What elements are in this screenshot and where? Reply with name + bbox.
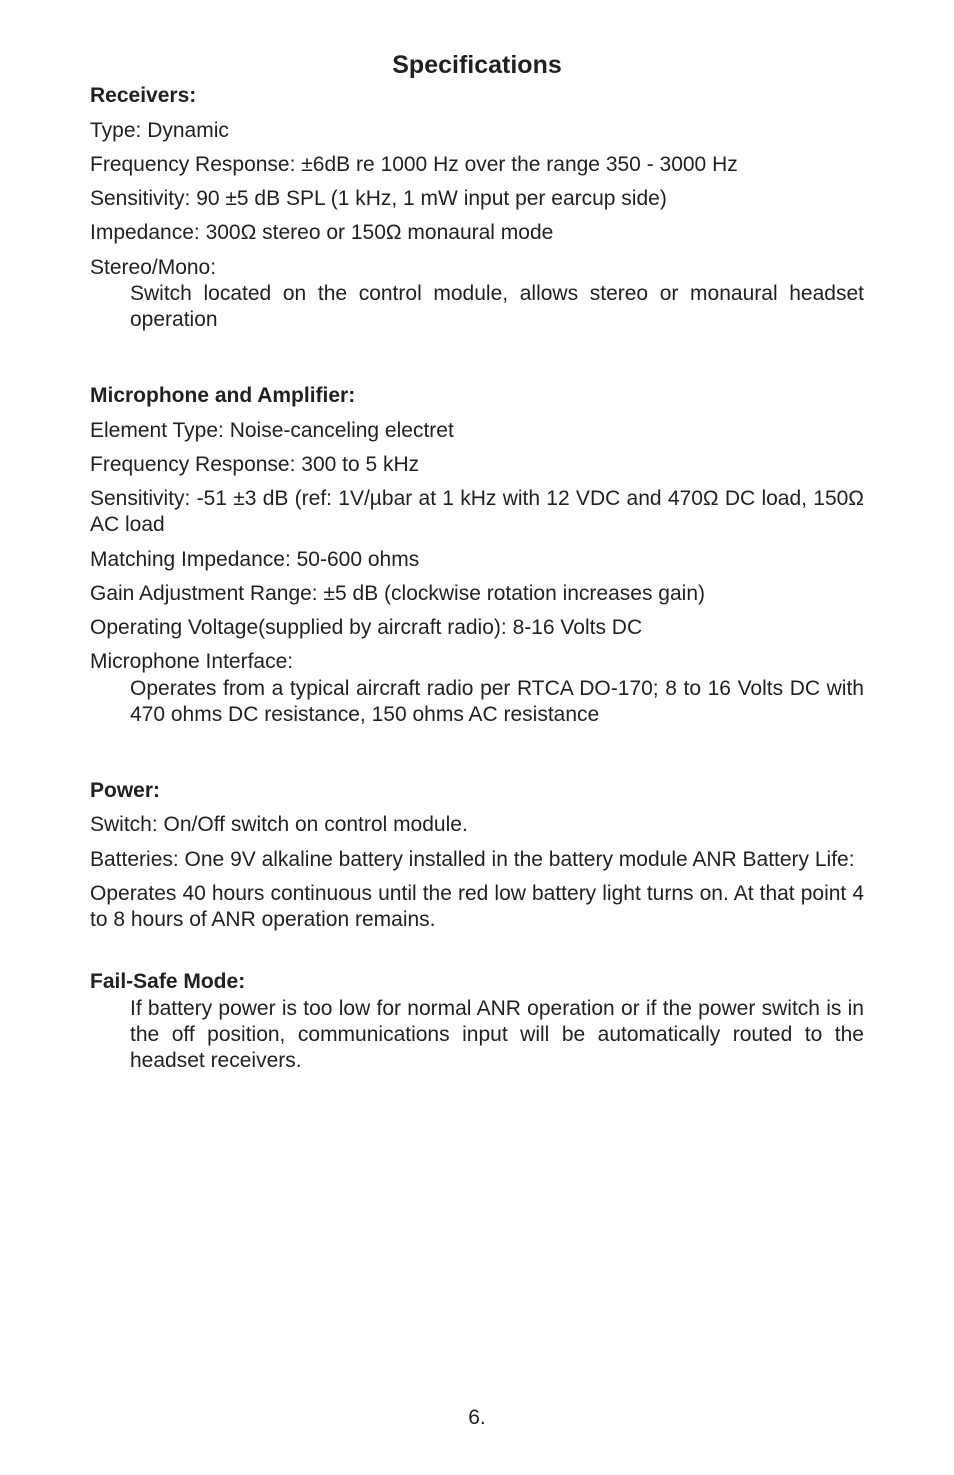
stereo-mono-label: Stereo/Mono: [90, 255, 864, 281]
stereo-mono-desc: Switch located on the control module, al… [130, 281, 864, 334]
mic-heading: Microphone and Amplifier: [90, 383, 864, 409]
failsafe-desc: If battery power is too low for normal A… [130, 996, 864, 1075]
mic-gain: Gain Adjustment Range: ±5 dB (clockwise … [90, 581, 864, 607]
mic-interface-desc: Operates from a typical aircraft radio p… [130, 676, 864, 729]
receivers-impedance: Impedance: 300Ω stereo or 150Ω monaural … [90, 220, 864, 246]
power-operation: Operates 40 hours continuous until the r… [90, 881, 864, 934]
mic-element: Element Type: Noise-canceling electret [90, 418, 864, 444]
power-switch: Switch: On/Off switch on control module. [90, 812, 864, 838]
failsafe-heading: Fail-Safe Mode: [90, 969, 864, 995]
mic-freq: Frequency Response: 300 to 5 kHz [90, 452, 864, 478]
power-batteries: Batteries: One 9V alkaline battery insta… [90, 847, 864, 873]
mic-voltage: Operating Voltage(supplied by aircraft r… [90, 615, 864, 641]
document-page: Specifications Receivers: Type: Dynamic … [0, 0, 954, 1104]
page-number: 6. [0, 1406, 954, 1430]
page-title: Specifications [90, 50, 864, 81]
receivers-freq: Frequency Response: ±6dB re 1000 Hz over… [90, 152, 864, 178]
power-heading: Power: [90, 778, 864, 804]
receivers-type: Type: Dynamic [90, 118, 864, 144]
mic-sens: Sensitivity: -51 ±3 dB (ref: 1V/µbar at … [90, 486, 864, 539]
receivers-sens: Sensitivity: 90 ±5 dB SPL (1 kHz, 1 mW i… [90, 186, 864, 212]
mic-impedance: Matching Impedance: 50-600 ohms [90, 547, 864, 573]
mic-interface-label: Microphone Interface: [90, 649, 864, 675]
receivers-heading: Receivers: [90, 83, 864, 109]
